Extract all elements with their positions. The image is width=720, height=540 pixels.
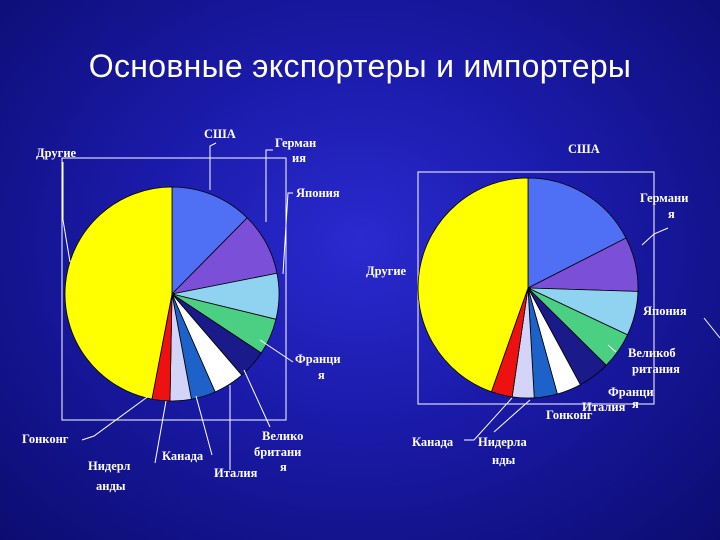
left-label-usa: США [204, 127, 236, 141]
right-label-japan: Япония [643, 304, 687, 318]
left-pie-labels: США Герман ия Япония Франци я Велико бри… [22, 127, 344, 493]
left-plot-area [61, 157, 287, 421]
right-label-germany: Германи я [640, 191, 692, 221]
right-label-usa: США [568, 142, 600, 156]
right-pie [417, 177, 639, 399]
left-label-japan: Япония [296, 186, 340, 200]
left-label-other: Другие [36, 146, 77, 160]
right-slice-slice-10 [417, 177, 529, 393]
left-label-netherlands: Нидерл анды [88, 459, 134, 493]
right-label-italy: Италия [582, 400, 626, 414]
right-label-france: Франци я [608, 385, 657, 411]
left-leader-lines [62, 142, 294, 470]
slide-title: Основные экспортеры и импортеры [88, 48, 632, 84]
right-label-canada: Канада [412, 435, 454, 449]
right-label-netherlands: Нидерла нды [478, 435, 530, 467]
left-slice-slice-1 [171, 186, 248, 295]
right-label-hongkong: Гонконг [546, 408, 593, 422]
left-label-france: Франци я [295, 352, 344, 382]
left-label-germany: Герман ия [275, 136, 319, 165]
left-pie [64, 186, 280, 402]
right-pie-labels: США Германи я Япония Великоб ритания Фра… [366, 142, 692, 467]
left-label-canada: Канада [162, 449, 204, 463]
right-label-other: Другие [366, 264, 407, 278]
right-label-uk: Великоб ритания [628, 346, 680, 376]
left-label-uk: Велико британи я [254, 429, 307, 474]
right-slice-slice-1 [527, 177, 627, 289]
left-slice-slice-10 [64, 186, 173, 400]
right-leader-lines [464, 227, 720, 441]
left-label-italy: Италия [214, 466, 258, 480]
left-label-hongkong: Гонконг [22, 432, 69, 446]
